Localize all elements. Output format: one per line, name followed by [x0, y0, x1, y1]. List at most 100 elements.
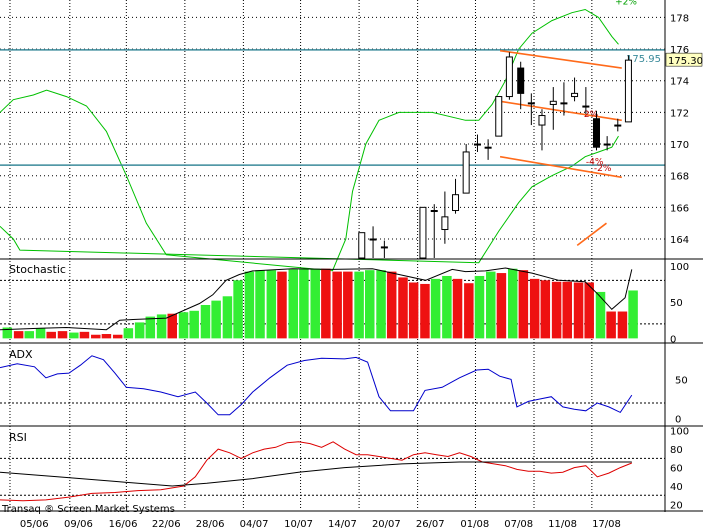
stoch-bar-down [540, 280, 551, 339]
price-y-tick: 170 [670, 140, 689, 151]
stoch-bar-down [398, 277, 408, 339]
x-tick-label: 26/07 [416, 519, 445, 530]
stoch-bar-up [442, 275, 452, 339]
candle [538, 115, 546, 126]
x-tick-label: 01/08 [460, 519, 489, 530]
band-label-3: -4% [586, 157, 604, 167]
stoch-bar-up [474, 275, 485, 339]
stoch-bar-down [277, 271, 287, 339]
stoch-bar-up [35, 328, 46, 339]
stoch-bar-down [101, 334, 112, 339]
stoch-y-tick: 0 [670, 334, 676, 345]
rsi-y-tick: 40 [670, 482, 683, 493]
stoch-bar-down [584, 282, 594, 339]
stoch-bar-down [79, 331, 90, 339]
stoch-bar-down [332, 271, 342, 339]
rsi-y-tick: 20 [670, 500, 683, 511]
rsi-y-tick: 60 [670, 464, 683, 475]
candle [582, 105, 590, 108]
candle [614, 124, 622, 127]
price-y-tick: 176 [670, 45, 689, 56]
stoch-bar-up [24, 331, 35, 339]
candle [430, 210, 438, 213]
stoch-bar-down [46, 331, 56, 339]
stoch-bar-up [628, 290, 638, 339]
stoch-y-tick: 50 [670, 298, 683, 309]
price-y-tick: 172 [670, 108, 689, 119]
channel-line-0 [499, 49, 622, 69]
x-tick-label: 07/08 [504, 519, 533, 530]
stoch-bar-up [134, 322, 145, 339]
candle [624, 59, 632, 123]
x-tick-label: 10/07 [284, 519, 313, 530]
price-y-tick: 174 [670, 77, 689, 88]
stoch-bar-down [386, 271, 397, 339]
stoch-bar-up [310, 268, 320, 339]
stoch-bar-up [211, 300, 221, 339]
stoch-bar-up [244, 271, 255, 339]
stochastic-panel: Stochastic [0, 263, 638, 339]
stoch-bar-up [595, 291, 606, 339]
band-label-1: 2% [584, 110, 599, 120]
candle [571, 92, 579, 98]
stoch-bar-down [321, 268, 331, 339]
price-y-tick: 164 [670, 235, 689, 246]
candle [419, 206, 427, 259]
stoch-bar-down [496, 273, 507, 339]
adx-title: ADX [9, 348, 33, 361]
candle [505, 56, 513, 98]
stoch-bar-up [486, 271, 496, 339]
level-label-0: 175.95 [626, 54, 661, 65]
x-tick-label: 17/08 [592, 519, 621, 530]
price-y-tick: 166 [670, 203, 689, 214]
stoch-bar-up [430, 278, 441, 339]
candle [473, 143, 481, 146]
stoch-bar-up [354, 271, 364, 339]
stoch-bar-down [529, 278, 540, 339]
stoch-bar-down [617, 311, 628, 339]
adx-y-tick: 0 [675, 415, 681, 426]
rsi-ma-line [0, 461, 632, 487]
x-tick-label: 09/06 [64, 519, 93, 530]
stoch-bar-down [518, 270, 529, 339]
stoch-bar-down [464, 283, 474, 339]
stoch-bar-down [420, 283, 430, 339]
x-tick-label: 11/08 [548, 519, 577, 530]
watermark: Transaq ® Screen Market Systems [1, 504, 175, 515]
candle [358, 232, 366, 259]
stoch-bar-down [606, 311, 616, 339]
candle [527, 102, 535, 105]
stoch-bar-up [507, 268, 518, 339]
stoch-bar-up [156, 314, 167, 339]
candle [593, 118, 601, 148]
stoch-bar-up [200, 304, 211, 339]
last-price-box [665, 52, 703, 67]
stoch-bar-up [189, 310, 199, 339]
candle [517, 67, 525, 94]
rsi-panel: RSI [0, 431, 632, 502]
candle [603, 143, 611, 146]
channel-line-2 [499, 155, 622, 179]
x-tick-label: 14/07 [328, 519, 357, 530]
x-tick-label: 04/07 [240, 519, 269, 530]
candle [462, 151, 470, 194]
stoch-bar-up [123, 328, 134, 339]
lower-band-line [0, 135, 619, 264]
adx-line [0, 355, 633, 416]
candle [549, 100, 557, 105]
stoch-bar-down [57, 331, 68, 339]
price-panel: 175.95 +2% 2% -2%-4% [0, 0, 665, 272]
stoch-bar-up [178, 312, 189, 339]
candle [452, 194, 460, 212]
rsi-y-tick: 100 [670, 427, 689, 438]
stoch-bar-up [365, 270, 375, 339]
rsi-line [0, 441, 632, 502]
stoch-bar-up [233, 280, 243, 339]
stoch-bar-up [376, 270, 386, 339]
stoch-bar-down [343, 271, 353, 339]
stochastic-title: Stochastic [9, 263, 66, 276]
stoch-bar-up [145, 316, 156, 339]
candle [560, 102, 568, 105]
rsi-y-tick: 80 [670, 445, 683, 456]
